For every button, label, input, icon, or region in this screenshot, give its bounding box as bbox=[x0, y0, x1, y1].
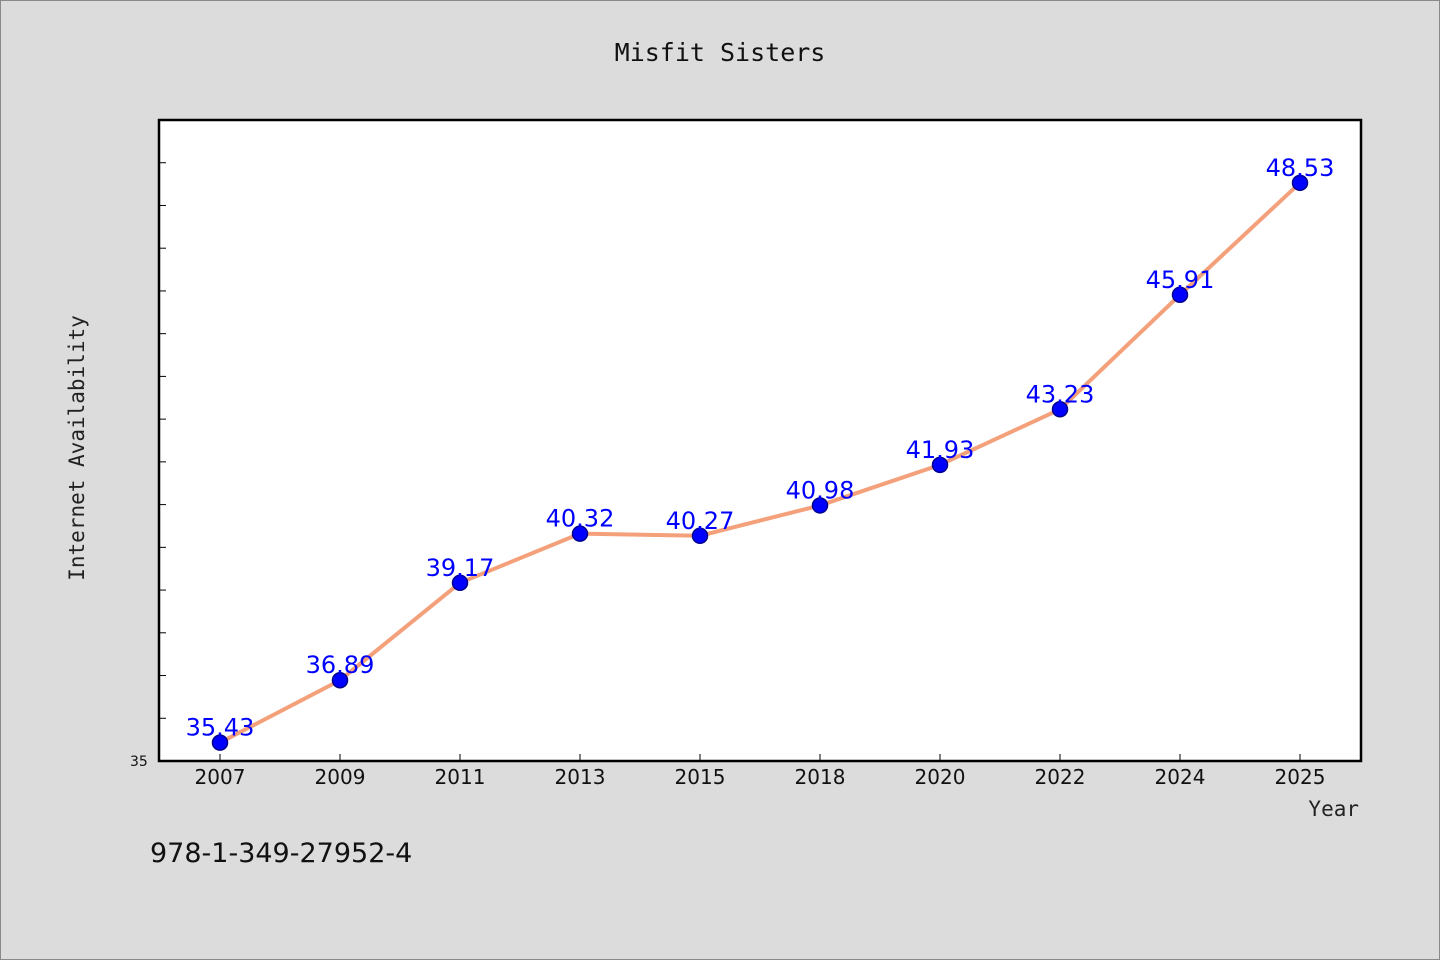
data-point bbox=[211, 734, 229, 751]
data-point bbox=[451, 574, 469, 592]
data-point bbox=[1051, 401, 1069, 418]
data-point bbox=[1291, 174, 1309, 192]
data-label: 35.43 bbox=[186, 714, 255, 742]
plot-area bbox=[157, 118, 1363, 763]
data-label: 41.93 bbox=[906, 436, 975, 464]
chart-title: Misfit Sisters bbox=[615, 38, 826, 67]
data-point bbox=[1171, 286, 1189, 304]
x-tick-label: 2013 bbox=[555, 765, 606, 789]
data-label: 43.23 bbox=[1026, 380, 1095, 408]
y-axis-ticks bbox=[159, 162, 166, 719]
data-point bbox=[931, 456, 949, 474]
footnote-isbn: 978-1-349-27952-4 bbox=[150, 838, 412, 869]
data-label: 45.91 bbox=[1146, 266, 1215, 294]
data-label: 40.27 bbox=[666, 507, 735, 535]
data-point bbox=[331, 671, 349, 689]
x-tick-label: 2011 bbox=[435, 765, 486, 789]
x-tick-label: 2020 bbox=[915, 765, 966, 789]
data-label: 40.32 bbox=[546, 505, 615, 533]
data-point bbox=[811, 497, 829, 514]
y-axis-min-label: 35 bbox=[130, 754, 148, 770]
x-tick-label: 2015 bbox=[675, 765, 726, 789]
data-point bbox=[571, 525, 589, 542]
x-axis-label: Year bbox=[1308, 797, 1359, 821]
data-label: 48.53 bbox=[1266, 154, 1335, 182]
x-tick-label: 2009 bbox=[315, 765, 366, 789]
data-label: 40.98 bbox=[786, 476, 855, 504]
series-layer: 35.43 36.89 39.17 40.32 40.27 40.98 41.93 43.23… bbox=[186, 154, 1335, 751]
series-line bbox=[218, 180, 1302, 745]
y-axis-label: Internet Availability bbox=[65, 315, 89, 581]
x-axis-ticks: 2007 2009 2011 2013 2015 2018 2020 2022 2024 2025 bbox=[195, 754, 1326, 789]
x-tick-label: 2018 bbox=[795, 765, 846, 789]
x-tick-label: 2007 bbox=[195, 765, 246, 789]
data-label: 36.89 bbox=[306, 651, 375, 679]
data-point bbox=[691, 527, 709, 545]
x-tick-label: 2024 bbox=[1155, 765, 1206, 789]
data-label: 39.17 bbox=[426, 554, 495, 582]
x-tick-label: 2025 bbox=[1275, 765, 1326, 789]
x-tick-label: 2022 bbox=[1035, 765, 1086, 789]
